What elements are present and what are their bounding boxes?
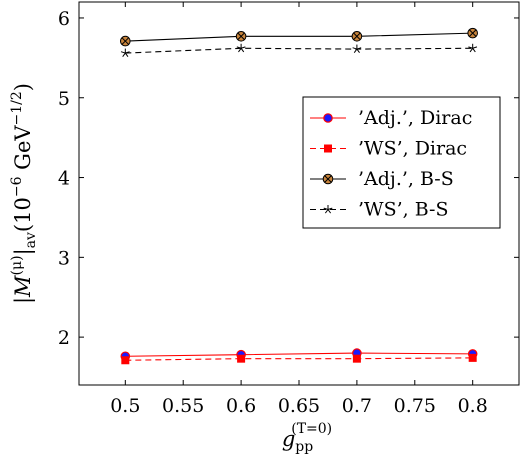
series-3-point — [467, 27, 478, 39]
legend-marker-1 — [323, 113, 333, 123]
x-tick-label: 0.7 — [342, 395, 372, 417]
series-3-point — [235, 31, 247, 42]
x-tick-label: 0.8 — [458, 395, 488, 417]
series-line-3 — [125, 32, 473, 42]
x-tick-label: 0.5 — [110, 395, 140, 417]
series-4-point — [120, 48, 130, 58]
x-tick-label: 0.75 — [394, 395, 436, 417]
series-2-point — [237, 354, 246, 363]
legend-label-1: ’Adj.’, Dirac — [358, 107, 472, 129]
series-3-point — [120, 35, 131, 47]
series-4-point — [352, 44, 362, 54]
plot-frame — [78, 1, 520, 386]
series-4-point — [236, 43, 246, 53]
x-tick-label: 0.55 — [162, 395, 204, 417]
series-2-point — [121, 356, 130, 365]
x-axis-label: gpp(T=0) — [282, 421, 332, 455]
legend-marker-3 — [322, 173, 334, 185]
y-tick-label: 6 — [58, 8, 70, 30]
series-line-1 — [125, 352, 473, 357]
y-axis-label: |M(μ)|av(10−6 GeV−1/2) — [9, 83, 39, 304]
series-line-4 — [125, 47, 473, 54]
legend-label-2: ’WS’, Dirac — [358, 138, 467, 160]
y-tick-label: 3 — [58, 247, 70, 269]
series-4-point — [468, 43, 478, 53]
legend-label-4: ’WS’, B-S — [358, 199, 448, 221]
y-tick-label: 4 — [58, 168, 70, 190]
series-3-point — [351, 31, 363, 42]
legend-marker-2 — [324, 144, 332, 153]
legend-label-3: ’Adj.’, B-S — [358, 168, 454, 190]
tick-labels: 0.5 0.55 0.6 0.65 0.7 0.75 0.8 2 3 4 5 6 — [58, 8, 488, 417]
y-tick-label: 2 — [58, 327, 70, 349]
tick-marks — [79, 2, 519, 385]
y-tick-label: 5 — [58, 88, 70, 110]
series-line-2 — [125, 357, 473, 361]
series-group — [120, 27, 478, 365]
x-tick-label: 0.6 — [226, 395, 256, 417]
legend-box — [302, 96, 501, 229]
series-2-point — [352, 354, 361, 363]
legend-marker-4 — [323, 205, 333, 214]
legend: ’Adj.’, Dirac ’WS’, Dirac ’Adj.’, B-S ’WS’,… — [302, 96, 501, 229]
series-2-point — [468, 353, 477, 362]
x-tick-label: 0.65 — [278, 395, 320, 417]
